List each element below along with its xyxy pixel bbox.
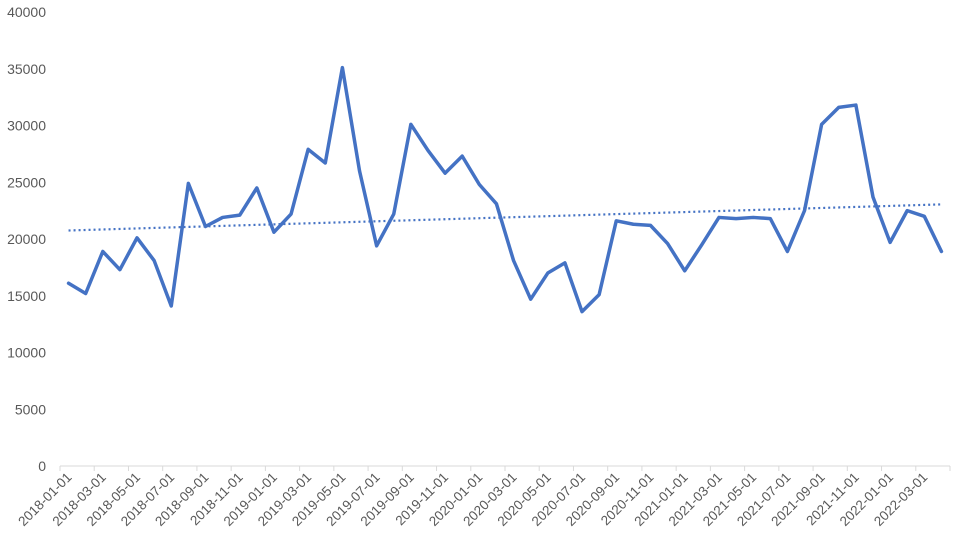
- y-tick-label: 10000: [7, 345, 46, 361]
- y-tick-label: 35000: [7, 61, 46, 77]
- x-axis-ticks: 2018-01-012018-03-012018-05-012018-07-01…: [15, 470, 930, 529]
- y-tick-label: 15000: [7, 288, 46, 304]
- y-tick-label: 40000: [7, 4, 46, 20]
- trendline: [68, 203, 942, 232]
- y-tick-label: 25000: [7, 174, 46, 190]
- y-tick-label: 5000: [15, 401, 46, 417]
- series-line: [66, 65, 944, 314]
- x-axis-tick-marks: [59, 466, 951, 471]
- y-tick-label: 20000: [7, 231, 46, 247]
- y-tick-label: 30000: [7, 118, 46, 134]
- y-tick-label: 0: [38, 458, 46, 474]
- y-axis-ticks: 0 5000 10000 15000 20000 25000 30000 35000 40000: [7, 4, 46, 474]
